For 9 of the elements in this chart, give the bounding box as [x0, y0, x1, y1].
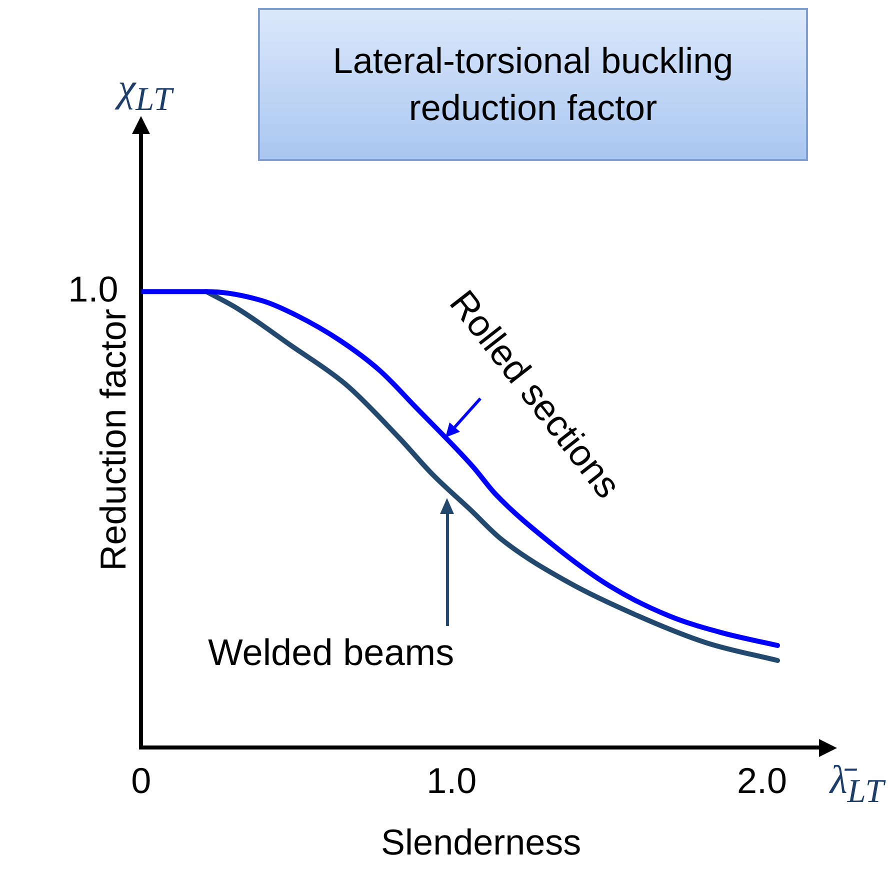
- x-axis-title: Slenderness: [381, 821, 582, 862]
- annotation: 1.0: [68, 268, 118, 310]
- x-tick-label: 0: [131, 760, 152, 802]
- chart-title: Lateral-torsional buckling reduction factor: [332, 38, 734, 130]
- annotation: Welded beams: [208, 632, 454, 673]
- x-tick-label: 2.0: [737, 760, 788, 802]
- y-axis-title: Reduction factor: [92, 308, 134, 571]
- text: λ̄$_{LT}$: [830, 757, 884, 810]
- x-tick-label: 1.0: [426, 760, 477, 802]
